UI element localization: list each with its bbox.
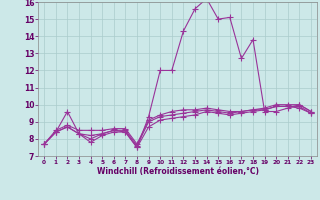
X-axis label: Windchill (Refroidissement éolien,°C): Windchill (Refroidissement éolien,°C) [97, 167, 259, 176]
